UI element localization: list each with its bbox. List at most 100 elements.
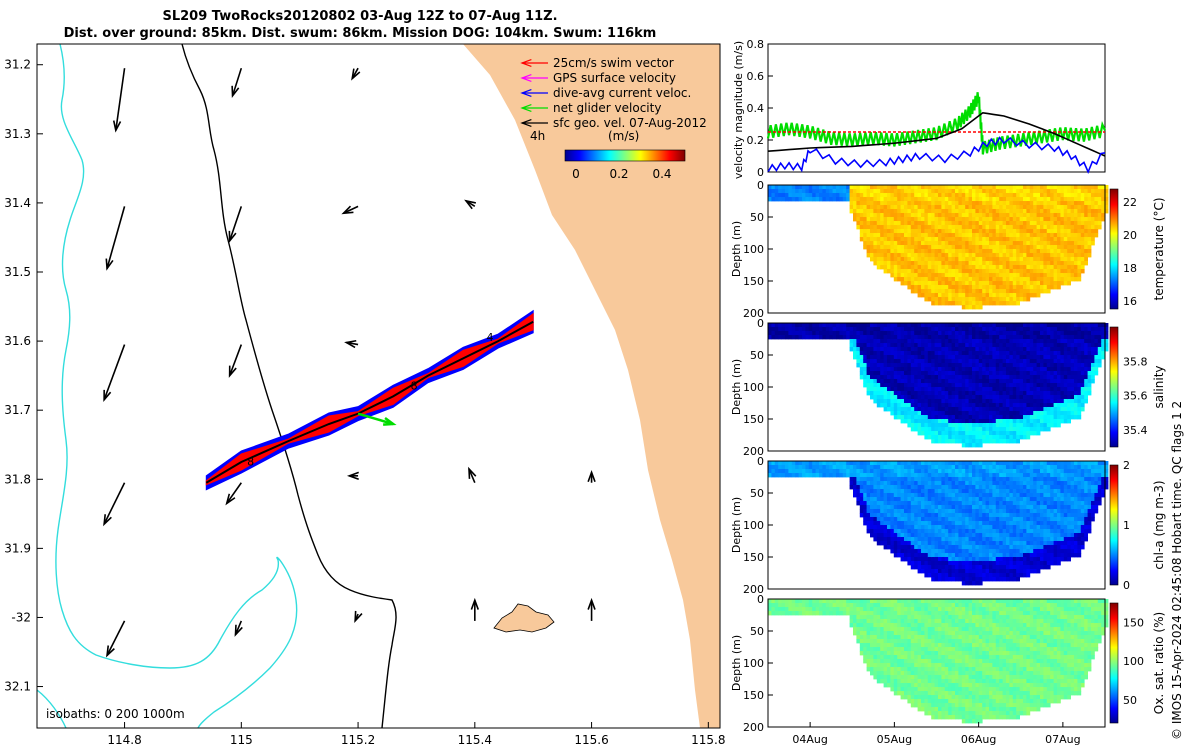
section-cell [887, 505, 891, 510]
section-cell [1084, 241, 1088, 246]
section-cell [1067, 407, 1071, 412]
legend-swatch-arrow [520, 104, 548, 112]
section-cell [900, 229, 905, 234]
section-cell [914, 477, 918, 482]
section-cell [893, 545, 898, 550]
section-cell [985, 367, 990, 372]
section-cell [995, 395, 1000, 400]
section-cell [914, 513, 918, 518]
section-cell [883, 461, 888, 466]
section-cell [910, 541, 915, 546]
section-cell [1080, 209, 1085, 214]
section-cell [961, 189, 966, 194]
section-y-tick-label: 0 [757, 179, 764, 192]
section-cell [870, 335, 874, 340]
section-cell [1033, 363, 1037, 368]
section-cell [965, 399, 969, 404]
section-cell [924, 339, 929, 344]
section-cell [1074, 363, 1078, 368]
section-cell [995, 189, 1000, 194]
section-cell [870, 201, 874, 206]
section-cell [873, 331, 878, 336]
section-cell [910, 465, 915, 470]
section-cell [985, 351, 990, 356]
section-cell [1009, 189, 1014, 194]
section-cell [893, 465, 898, 470]
section-cell [791, 197, 796, 202]
section-cell [1009, 185, 1014, 190]
section-cell [1016, 419, 1020, 424]
section-cell [1057, 399, 1061, 404]
section-cell [859, 185, 864, 190]
section-cell [989, 407, 993, 412]
section-cell [958, 185, 963, 190]
section-cell [958, 407, 963, 412]
section-cell [1070, 201, 1075, 206]
section-cell [887, 343, 891, 348]
section-cell [917, 351, 922, 356]
section-cell [958, 545, 963, 550]
section-cell [1091, 331, 1095, 336]
section-cell [778, 185, 782, 190]
section-cell [819, 197, 823, 202]
section-cell [965, 363, 969, 368]
section-cell [914, 371, 918, 376]
section-cell [944, 431, 949, 436]
section-cell [992, 351, 997, 356]
section-cell [870, 189, 874, 194]
section-cell [1012, 427, 1017, 432]
section-cell [1063, 209, 1068, 214]
colorbar-tick-label: 22 [1123, 196, 1137, 209]
section-cell [934, 541, 939, 546]
section-cell [1040, 411, 1044, 416]
section-cell [999, 419, 1003, 424]
section-cell [1053, 331, 1058, 336]
section-cell [958, 189, 963, 194]
section-cell [907, 525, 912, 530]
section-cell [1077, 233, 1082, 238]
section-cell [904, 497, 908, 502]
section-cell [1016, 435, 1020, 440]
section-cell [948, 489, 952, 494]
section-cell [880, 497, 884, 502]
section-cell [1012, 399, 1017, 404]
section-cell [890, 517, 895, 522]
section-cell [961, 375, 966, 380]
section-cell [951, 383, 956, 388]
section-cell [982, 245, 986, 250]
section-cell [1036, 359, 1041, 364]
section-cell [1029, 367, 1034, 372]
section-cell [839, 335, 844, 340]
section-cell [965, 415, 969, 420]
section-cell [965, 383, 969, 388]
section-cell [931, 529, 935, 534]
section-cell [1026, 379, 1031, 384]
section-cell [880, 403, 884, 408]
section-cell [951, 197, 956, 202]
section-cell [1087, 367, 1092, 372]
section-cell [1006, 197, 1010, 202]
section-cell [887, 367, 891, 372]
section-cell [921, 343, 925, 348]
section-cell [1074, 245, 1078, 250]
section-cell [921, 565, 925, 570]
section-cell [1006, 323, 1010, 328]
section-cell [893, 485, 898, 490]
section-cell [1067, 391, 1071, 396]
section-cell [958, 461, 963, 466]
section-cell [938, 201, 942, 206]
section-cell [900, 339, 905, 344]
section-cell [1097, 217, 1102, 222]
section-cell [999, 423, 1003, 428]
section-cell [999, 339, 1003, 344]
section-cell [897, 347, 901, 352]
section-cell [859, 355, 864, 360]
section-cell [890, 327, 895, 332]
section-cell [887, 221, 891, 226]
section-cell [924, 379, 929, 384]
section-cell [955, 415, 959, 420]
section-cell [849, 327, 854, 332]
section-cell [1009, 351, 1014, 356]
section-cell [1033, 237, 1037, 242]
section-cell [897, 233, 901, 238]
